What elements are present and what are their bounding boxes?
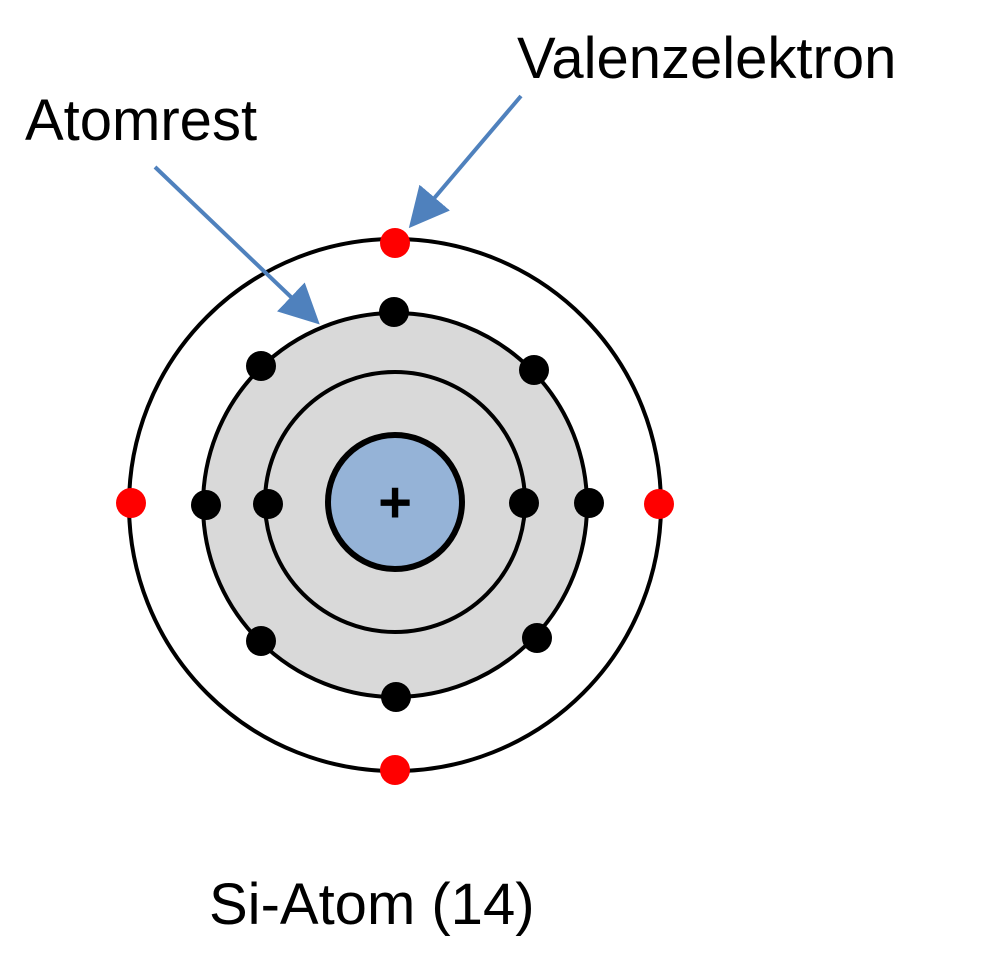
atom-core-label: Atomrest (25, 88, 258, 153)
valence-electron-left (116, 488, 146, 518)
electron-shell2-right (574, 488, 604, 518)
valence-electron-label: Valenzelektron (517, 26, 897, 91)
valence-electrons (116, 228, 674, 785)
valence-electron-top (380, 228, 410, 258)
electron-shell2-left (191, 490, 221, 520)
electron-shell2-bottom (381, 682, 411, 712)
diagram-caption: Si-Atom (14) (209, 872, 535, 937)
valence-electron-arrow (408, 94, 523, 229)
atom-core-arrow (153, 165, 320, 325)
electron-inner-left (253, 489, 283, 519)
valence-electron-bottom (380, 755, 410, 785)
electron-shell2-top (379, 297, 409, 327)
electron-shell2-top-right (519, 355, 549, 385)
electron-shell2-top-left (246, 351, 276, 381)
electron-shell2-bottom-left (246, 626, 276, 656)
electron-shell2-bottom-right (522, 623, 552, 653)
electron-inner-right (509, 488, 539, 518)
nucleus (325, 432, 465, 572)
valence-electron-right (644, 489, 674, 519)
core-electrons (191, 297, 604, 712)
nucleus-plus-sign: + (378, 470, 412, 535)
